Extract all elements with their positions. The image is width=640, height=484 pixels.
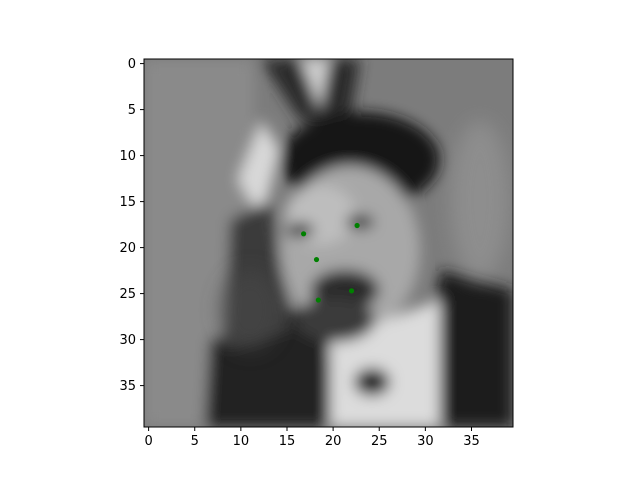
x-tick-label: 15 [279, 434, 296, 449]
face-image [144, 59, 513, 427]
y-tick-label: 10 [119, 149, 136, 164]
x-tick-label: 5 [191, 434, 199, 449]
keypoint-marker [354, 222, 360, 229]
y-tick-label: 25 [119, 287, 136, 302]
y-tick-label: 5 [128, 103, 136, 118]
y-tick-label: 35 [119, 379, 136, 394]
y-tick-label: 15 [119, 195, 136, 210]
keypoint-marker [348, 288, 355, 294]
y-tick-label: 20 [119, 241, 136, 256]
x-tick-label: 25 [371, 434, 388, 449]
y-axis: 0 5 10 15 20 25 30 35 [119, 57, 144, 394]
y-tick-label: 30 [119, 333, 136, 348]
keypoint-marker [315, 297, 321, 303]
keypoint-marker [300, 231, 307, 237]
x-axis: 0 5 10 15 20 25 30 35 [144, 427, 480, 449]
x-tick-label: 20 [325, 434, 342, 449]
keypoints [300, 222, 360, 303]
keypoint-marker [313, 256, 320, 263]
x-tick-label: 35 [463, 434, 480, 449]
y-tick-label: 0 [128, 57, 136, 72]
x-tick-label: 10 [233, 434, 250, 449]
x-tick-label: 0 [144, 434, 152, 449]
x-tick-label: 30 [417, 434, 434, 449]
axes-frame [143, 58, 514, 428]
